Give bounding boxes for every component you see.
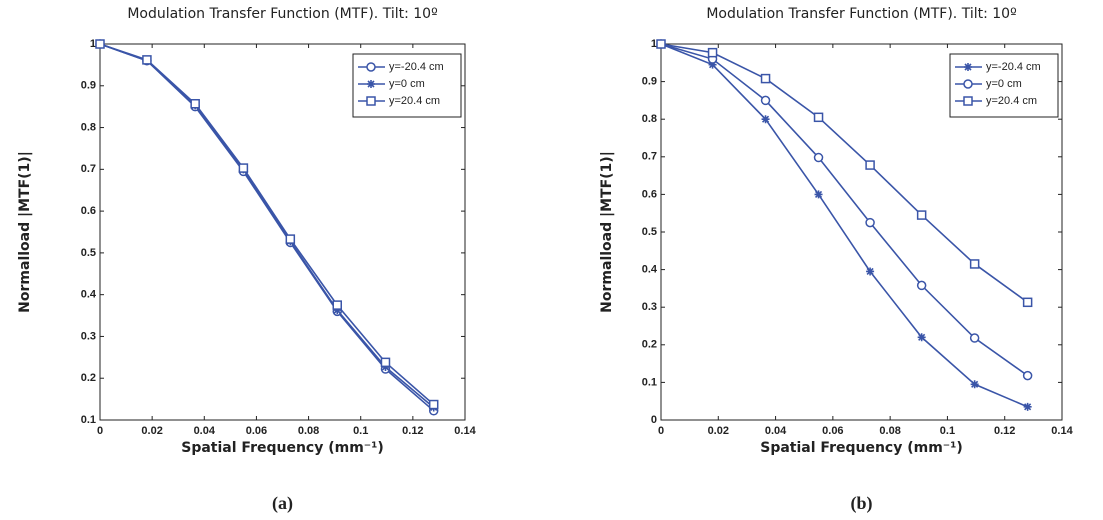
x-tick-label: 0: [97, 425, 103, 437]
legend-marker: [367, 80, 375, 88]
marker: [142, 55, 152, 65]
legend-marker: [963, 96, 973, 106]
x-axis-label: Spatial Frequency (mm⁻¹): [760, 440, 962, 456]
marker: [814, 190, 823, 199]
series-line: [660, 43, 1029, 377]
marker: [707, 47, 718, 58]
marker: [865, 217, 875, 228]
marker: [708, 60, 717, 69]
y-tick-label: 0.1: [642, 376, 657, 388]
marker: [428, 399, 439, 410]
marker: [238, 163, 249, 173]
legend-label: y=-20.4 cm: [389, 61, 444, 73]
x-tick-label: 0.06: [246, 425, 267, 437]
y-tick-label: 0: [651, 414, 657, 426]
x-tick-label: 0.1: [940, 425, 955, 437]
marker: [95, 39, 105, 49]
x-tick-label: 0.12: [994, 425, 1015, 437]
y-tick-label: 0.8: [642, 113, 657, 125]
panel-label: (a): [272, 493, 293, 514]
legend-label: y=20.4 cm: [389, 95, 440, 107]
x-tick-label: 0.02: [141, 425, 162, 437]
legend-marker: [964, 63, 972, 71]
marker: [656, 39, 666, 49]
legend-label: y=0 cm: [986, 78, 1022, 90]
y-tick-label: 0.5: [81, 247, 96, 259]
y-tick-label: 0.1: [81, 414, 96, 426]
series-line: [660, 43, 1029, 303]
y-tick-label: 0.7: [642, 151, 657, 163]
y-axis-label: Normalload |MTF(1)|: [599, 151, 615, 313]
legend-label: y=0 cm: [389, 78, 425, 90]
y-tick-label: 0.7: [81, 163, 96, 175]
y-tick-label: 0.9: [81, 80, 96, 92]
y-tick-label: 0.4: [642, 264, 658, 276]
marker: [190, 98, 200, 109]
marker: [865, 160, 875, 170]
legend-label: y=-20.4 cm: [986, 61, 1041, 73]
x-tick-label: 0.06: [822, 425, 843, 437]
marker: [813, 152, 824, 163]
y-tick-label: 0.9: [642, 76, 657, 88]
chart-title: Modulation Transfer Function (MTF). Tilt…: [127, 6, 437, 22]
x-tick-label: 0.14: [1051, 425, 1073, 437]
marker: [1022, 297, 1033, 308]
marker: [916, 280, 927, 291]
series-line: [99, 43, 435, 406]
marker: [333, 306, 342, 315]
y-axis-label: Normalload |MTF(1)|: [17, 151, 33, 313]
x-tick-label: 0.04: [765, 425, 787, 437]
y-tick-label: 0.8: [81, 121, 96, 133]
marker: [970, 380, 979, 389]
x-tick-label: 0: [658, 425, 664, 437]
y-tick-label: 0.2: [642, 339, 657, 351]
x-tick-label: 0.08: [298, 425, 319, 437]
panel-label: (b): [851, 493, 873, 514]
chart-title: Modulation Transfer Function (MTF). Tilt…: [706, 6, 1016, 22]
x-tick-label: 0.14: [454, 425, 476, 437]
marker: [917, 333, 926, 342]
marker: [760, 95, 771, 106]
legend-marker: [366, 96, 376, 106]
marker: [813, 112, 824, 123]
axes-box: [99, 43, 466, 421]
marker: [916, 210, 927, 220]
y-tick-label: 1: [651, 38, 657, 50]
marker: [969, 259, 980, 269]
y-tick-label: 1: [90, 38, 96, 50]
marker: [332, 300, 342, 310]
x-axis-label: Spatial Frequency (mm⁻¹): [181, 440, 383, 456]
marker: [1022, 370, 1033, 381]
y-tick-label: 0.3: [642, 301, 657, 313]
x-tick-label: 0.1: [353, 425, 368, 437]
marker: [761, 115, 770, 124]
marker: [969, 333, 980, 343]
marker: [1023, 402, 1032, 411]
marker: [866, 267, 875, 276]
x-tick-label: 0.12: [402, 425, 423, 437]
y-tick-label: 0.2: [81, 372, 96, 384]
legend-marker: [963, 79, 973, 89]
legend-marker: [366, 62, 376, 72]
y-tick-label: 0.6: [81, 205, 96, 217]
y-tick-label: 0.6: [642, 188, 657, 200]
y-tick-label: 0.5: [642, 226, 657, 238]
marker: [760, 73, 771, 84]
y-tick-label: 0.4: [81, 289, 97, 301]
marker: [285, 234, 296, 244]
legend-label: y=20.4 cm: [986, 95, 1037, 107]
x-tick-label: 0.08: [879, 425, 900, 437]
series-line: [660, 43, 1028, 408]
y-tick-label: 0.3: [81, 330, 96, 342]
marker: [380, 357, 391, 368]
x-tick-label: 0.04: [194, 425, 216, 437]
x-tick-label: 0.02: [708, 425, 729, 437]
